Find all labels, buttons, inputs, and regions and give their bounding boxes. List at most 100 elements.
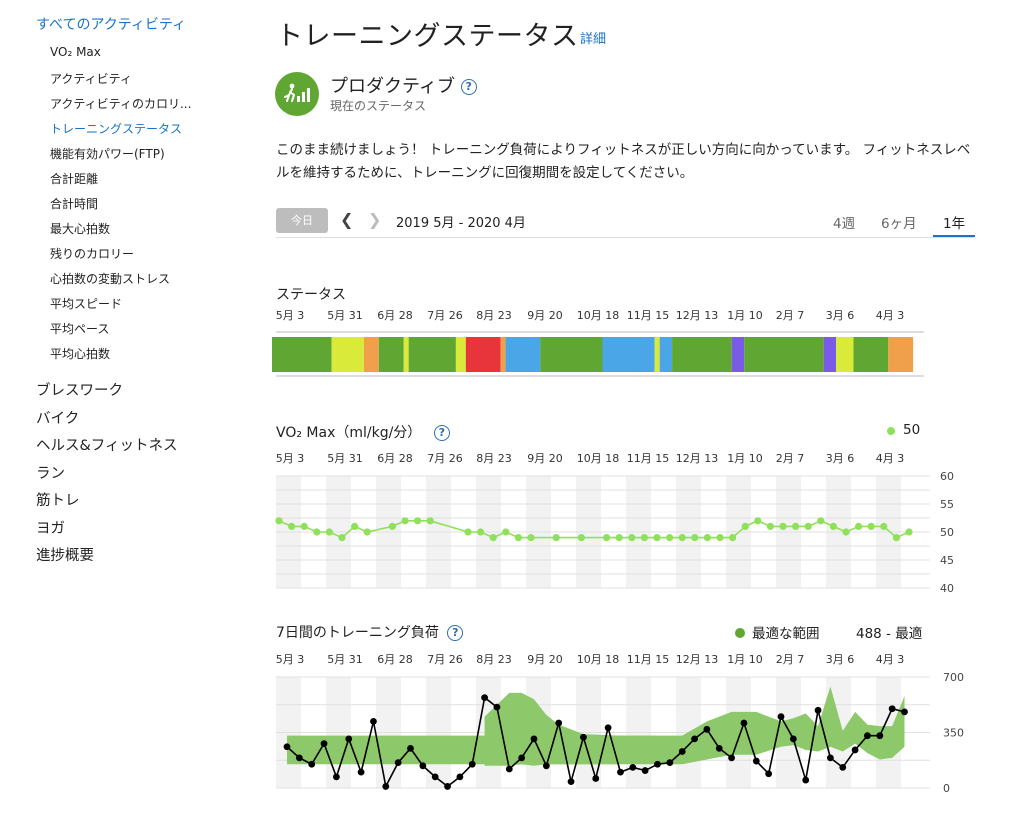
load-data-point xyxy=(789,735,797,743)
load-band xyxy=(526,677,551,788)
vo2-data-point xyxy=(363,528,371,536)
vo2-band xyxy=(276,476,301,588)
load-data-point xyxy=(666,759,674,767)
vo2-y-tick: 45 xyxy=(940,554,954,567)
sidebar-subitem[interactable]: 合計時間 xyxy=(50,197,99,211)
sidebar-subitem[interactable]: アクティビティ xyxy=(50,72,132,86)
tab-6-months[interactable]: 6ヶ月 xyxy=(881,216,917,232)
chevron-left-icon[interactable]: ❮ xyxy=(340,210,354,229)
vo2-legend-value: 50 xyxy=(903,422,921,438)
active-tab-indicator xyxy=(933,235,975,237)
x-tick-label: 5月 31 xyxy=(327,653,363,666)
load-data-point xyxy=(827,754,834,762)
sidebar-subitem[interactable]: 機能有効パワー(FTP) xyxy=(50,147,165,161)
load-data-point xyxy=(901,708,908,716)
load-optimal-range xyxy=(287,686,905,765)
sidebar-subitem[interactable]: 平均ペース xyxy=(50,322,110,336)
load-optimal-range xyxy=(484,692,658,766)
load-data-point xyxy=(308,760,316,768)
load-data-point xyxy=(802,776,810,784)
load-data-point xyxy=(370,718,377,725)
sidebar-subitem[interactable]: トレーニングステータス xyxy=(50,122,183,136)
load-data-point xyxy=(864,732,871,740)
runner-chart-icon xyxy=(284,83,310,102)
vo2-data-point xyxy=(300,522,308,531)
load-band xyxy=(576,677,601,788)
x-tick-label: 8月 23 xyxy=(476,653,512,666)
load-data-point xyxy=(407,744,414,752)
vo2-data-point xyxy=(792,522,800,531)
status-segment xyxy=(465,337,501,372)
load-data-point xyxy=(481,694,488,702)
sidebar-category[interactable]: ラン xyxy=(36,465,65,482)
load-data-point xyxy=(505,765,513,773)
load-data-point xyxy=(691,735,698,743)
sidebar-subitem[interactable]: 平均スピード xyxy=(50,297,123,311)
help-icon[interactable]: ? xyxy=(433,425,450,441)
x-tick-label: 11月 15 xyxy=(627,309,670,322)
status-chart-title: ステータス xyxy=(276,287,346,303)
sidebar-category[interactable]: 筋トレ xyxy=(36,493,80,509)
load-data-point xyxy=(295,754,303,762)
sidebar-category[interactable]: 進捗概要 xyxy=(36,548,94,564)
vo2-data-point xyxy=(552,534,560,542)
x-tick-label: 10月 18 xyxy=(577,653,620,666)
status-segment xyxy=(408,337,456,372)
chevron-right-icon[interactable]: ❯ xyxy=(368,210,382,229)
x-tick-label: 6月 28 xyxy=(377,452,413,465)
load-data-point xyxy=(703,725,711,733)
load-data-point xyxy=(382,783,390,790)
vo2-band xyxy=(726,476,751,588)
load-y-tick: 350 xyxy=(943,727,964,740)
help-icon[interactable]: ? xyxy=(460,79,477,95)
sidebar-category[interactable]: バイク xyxy=(36,410,80,427)
x-tick-label: 3月 6 xyxy=(826,452,855,465)
vo2-data-point xyxy=(628,534,636,542)
vo2-data-point xyxy=(766,522,775,531)
status-segment xyxy=(505,337,541,372)
sidebar-category[interactable]: ヘルス&フィットネス xyxy=(36,438,178,454)
sidebar-subitem[interactable]: 最大心拍数 xyxy=(50,222,111,236)
x-tick-label: 9月 20 xyxy=(527,452,563,465)
sidebar-subitem[interactable]: 平均心拍数 xyxy=(50,347,111,361)
tab-1-year[interactable]: 1年 xyxy=(943,216,966,232)
x-tick-label: 1月 10 xyxy=(727,452,763,465)
status-subtitle: 現在のステータス xyxy=(330,99,427,113)
x-tick-label: 8月 23 xyxy=(476,452,512,465)
sidebar-subitem[interactable]: 心拍数の変動ストレス xyxy=(50,272,171,286)
sidebar-all-activities[interactable]: すべてのアクティビティ xyxy=(36,17,187,33)
sidebar-category[interactable]: ヨガ xyxy=(36,520,65,537)
vo2-data-point xyxy=(855,522,863,531)
status-segment xyxy=(602,337,655,372)
sidebar-subitem[interactable]: 残りのカロリー xyxy=(50,247,135,261)
vo2-data-point xyxy=(640,534,649,542)
vo2-series-line xyxy=(278,519,910,539)
vo2-data-point xyxy=(729,534,737,542)
x-tick-label: 7月 26 xyxy=(427,309,463,322)
sidebar-category[interactable]: ブレスワーク xyxy=(36,383,123,399)
vo2-data-point xyxy=(414,517,422,525)
vo2-data-point xyxy=(754,517,762,525)
vo2-band xyxy=(426,476,451,588)
load-data-point xyxy=(888,705,896,713)
status-description: このまま続けましょう！ トレーニング負荷によりフィットネスが正しい方向に向かって… xyxy=(276,142,971,181)
sidebar-subitem[interactable]: VO₂ Max xyxy=(50,45,101,59)
help-icon[interactable]: ? xyxy=(447,625,464,641)
tab-4-weeks[interactable]: 4週 xyxy=(833,216,856,232)
sidebar-subitem[interactable]: アクティビティのカロリ... xyxy=(50,97,192,111)
vo2-band xyxy=(776,476,801,588)
load-data-point xyxy=(814,706,822,714)
load-data-point xyxy=(283,743,291,751)
sidebar-subitem[interactable]: 合計距離 xyxy=(50,172,99,186)
x-tick-label: 7月 26 xyxy=(427,653,463,666)
today-button[interactable]: 今日 xyxy=(276,208,328,233)
load-legend-value: 488 - 最適 xyxy=(856,626,923,642)
date-range: 2019 5月 - 2020 4月 xyxy=(396,216,526,231)
vo2-data-point xyxy=(892,534,901,542)
status-segment xyxy=(659,337,673,372)
status-segment xyxy=(378,337,404,372)
load-data-point xyxy=(493,703,501,711)
detail-link[interactable]: 詳細 xyxy=(580,32,607,47)
vo2-data-point xyxy=(691,534,699,542)
load-data-point xyxy=(431,773,439,781)
